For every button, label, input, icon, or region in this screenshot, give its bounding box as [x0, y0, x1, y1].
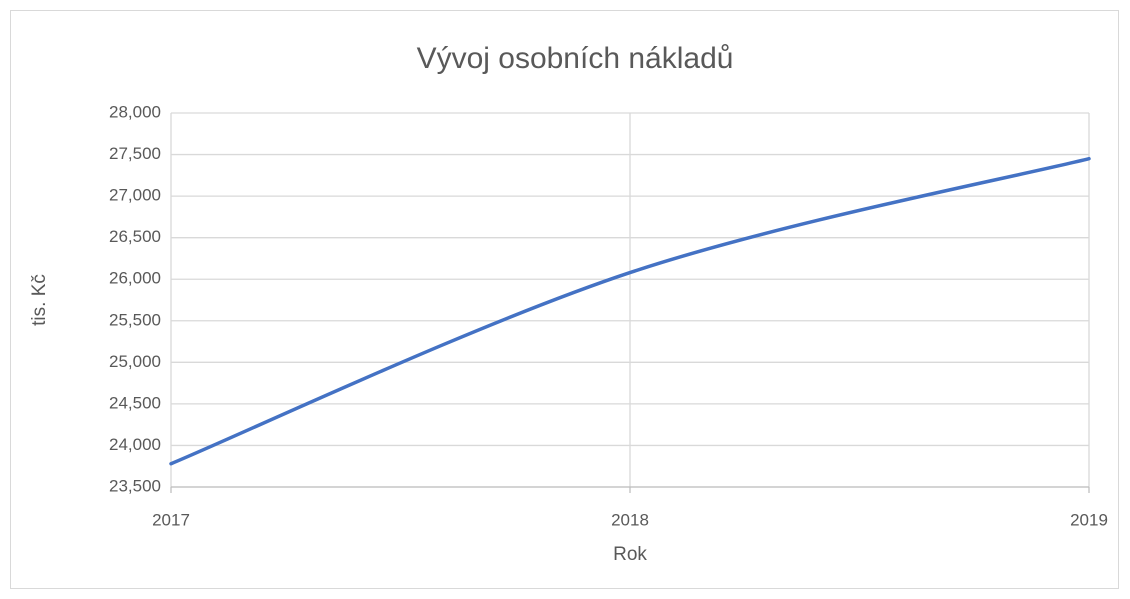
line-series [169, 156, 1091, 466]
y-tick-label: 28,000 [109, 102, 161, 121]
x-tick-label: 2017 [152, 510, 190, 529]
y-tick-label: 23,500 [109, 476, 161, 495]
y-tick-label: 27,500 [109, 144, 161, 163]
chart-frame [10, 10, 1119, 589]
y-tick-label: 24,500 [109, 393, 161, 412]
x-axis-label: Rok [613, 544, 647, 565]
x-tick-label: 2019 [1070, 510, 1108, 529]
y-axis-label: tis. Kč [29, 274, 50, 326]
y-tick-label: 27,000 [109, 186, 161, 205]
chart-title: Vývoj osobních nákladů [417, 42, 734, 75]
y-tick-label: 26,500 [109, 227, 161, 246]
y-tick-label: 24,000 [109, 435, 161, 454]
y-tick-label: 25,000 [109, 352, 161, 371]
x-tick-label: 2018 [611, 510, 649, 529]
y-tick-label: 25,500 [109, 310, 161, 329]
y-tick-label: 26,000 [109, 269, 161, 288]
